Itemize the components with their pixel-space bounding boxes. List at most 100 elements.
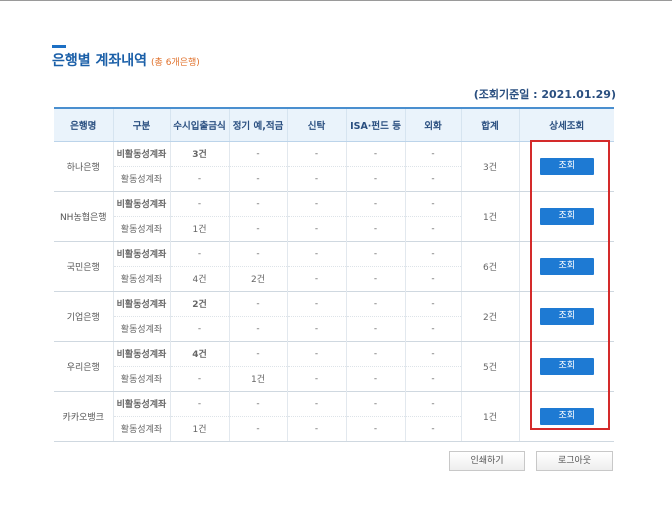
- view-detail-button[interactable]: 조회: [539, 207, 594, 225]
- table-row: 하나은행 비활동성계좌 3건 - - - -3건 조회: [54, 140, 614, 192]
- kind-active-account: 활동성계좌: [112, 315, 170, 341]
- count-trust: -: [286, 365, 346, 391]
- page-title: 은행별 계좌내역: [52, 53, 148, 69]
- count-demand-deposit: 1건: [169, 215, 229, 241]
- logout-button[interactable]: 로그아웃: [536, 451, 613, 471]
- table-row: 활동성계좌 4건 2건 - - -: [54, 265, 614, 291]
- kind-inactive-account: 비활동성계좌: [112, 140, 170, 166]
- view-detail-button[interactable]: 조회: [539, 307, 594, 325]
- detail-cell: 조회: [518, 240, 614, 292]
- header-time-deposit: 정기 예,적금: [228, 107, 287, 142]
- detail-cell: 조회: [518, 390, 614, 442]
- count-trust: -: [286, 165, 346, 191]
- table-row: 국민은행 비활동성계좌 - - - - -6건 조회: [54, 240, 614, 292]
- count-demand-deposit: -: [169, 240, 229, 266]
- bank-count-note: (총 6개은행): [151, 58, 200, 68]
- header-bank: 은행명: [54, 107, 113, 142]
- kind-inactive-account: 비활동성계좌: [112, 190, 170, 216]
- count-time-deposit: -: [228, 315, 287, 341]
- kind-active-account: 활동성계좌: [112, 415, 170, 442]
- count-isa-fund: -: [345, 190, 405, 216]
- count-isa-fund: -: [345, 315, 405, 341]
- count-demand-deposit: 4건: [169, 340, 229, 366]
- bank-total: 5건: [460, 340, 519, 392]
- count-demand-deposit: -: [169, 165, 229, 191]
- count-isa-fund: -: [345, 415, 405, 442]
- bank-name: 국민은행: [54, 240, 113, 292]
- header-demand-deposit: 수시입출금식: [169, 107, 229, 142]
- header-trust: 신탁: [286, 107, 346, 142]
- count-foreign-currency: -: [404, 190, 461, 216]
- bank-total: 3건: [460, 140, 519, 192]
- count-time-deposit: -: [228, 140, 287, 166]
- count-foreign-currency: -: [404, 415, 461, 442]
- kind-inactive-account: 비활동성계좌: [112, 240, 170, 266]
- count-trust: -: [286, 215, 346, 241]
- table-row: 카카오뱅크 비활동성계좌 - - - - -1건 조회: [54, 390, 614, 442]
- count-time-deposit: 1건: [228, 365, 287, 391]
- kind-active-account: 활동성계좌: [112, 265, 170, 291]
- count-foreign-currency: -: [404, 240, 461, 266]
- count-foreign-currency: -: [404, 390, 461, 416]
- count-trust: -: [286, 390, 346, 416]
- bank-total: 1건: [460, 390, 519, 442]
- bank-name: 우리은행: [54, 340, 113, 392]
- count-foreign-currency: -: [404, 340, 461, 366]
- detail-cell: 조회: [518, 140, 614, 192]
- table-row: 활동성계좌 -1건 - - -: [54, 365, 614, 391]
- count-foreign-currency: -: [404, 365, 461, 391]
- bank-total: 2건: [460, 290, 519, 342]
- count-demand-deposit: -: [169, 190, 229, 216]
- count-demand-deposit: -: [169, 365, 229, 391]
- count-isa-fund: -: [345, 240, 405, 266]
- count-isa-fund: -: [345, 215, 405, 241]
- detail-cell: 조회: [518, 340, 614, 392]
- count-time-deposit: -: [228, 190, 287, 216]
- count-foreign-currency: -: [404, 265, 461, 291]
- table-row: 활동성계좌 - - - - -: [54, 165, 614, 191]
- view-detail-button[interactable]: 조회: [539, 257, 594, 275]
- kind-active-account: 활동성계좌: [112, 365, 170, 391]
- table-row: NH농협은행 비활동성계좌 - - - - -1건 조회: [54, 190, 614, 242]
- print-button[interactable]: 인쇄하기: [449, 451, 525, 471]
- kind-active-account: 활동성계좌: [112, 215, 170, 241]
- count-foreign-currency: -: [404, 315, 461, 341]
- count-trust: -: [286, 340, 346, 366]
- count-time-deposit: -: [228, 165, 287, 191]
- table-row: 활동성계좌 1건 - - - -: [54, 215, 614, 241]
- count-trust: -: [286, 265, 346, 291]
- count-trust: -: [286, 315, 346, 341]
- bank-name: 기업은행: [54, 290, 113, 342]
- reference-date: (조회기준일 : 2021.01.29): [473, 88, 616, 101]
- count-isa-fund: -: [345, 390, 405, 416]
- kind-active-account: 활동성계좌: [112, 165, 170, 191]
- count-demand-deposit: -: [169, 315, 229, 341]
- view-detail-button[interactable]: 조회: [539, 407, 594, 425]
- page-header: 은행별 계좌내역 (총 6개은행): [52, 50, 200, 70]
- bank-name: NH농협은행: [54, 190, 113, 242]
- header-foreign-currency: 외화: [404, 107, 461, 142]
- count-foreign-currency: -: [404, 140, 461, 166]
- count-foreign-currency: -: [404, 290, 461, 316]
- count-time-deposit: -: [228, 340, 287, 366]
- count-isa-fund: -: [345, 265, 405, 291]
- kind-inactive-account: 비활동성계좌: [112, 290, 170, 316]
- count-time-deposit: -: [228, 240, 287, 266]
- title-accent-bar: [52, 45, 66, 48]
- header-total: 합계: [460, 107, 519, 142]
- top-divider: [0, 0, 672, 1]
- table-row: 활동성계좌 - - - - -: [54, 315, 614, 341]
- kind-inactive-account: 비활동성계좌: [112, 340, 170, 366]
- count-trust: -: [286, 415, 346, 442]
- view-detail-button[interactable]: 조회: [539, 157, 594, 175]
- count-trust: -: [286, 240, 346, 266]
- header-detail: 상세조회: [518, 107, 614, 142]
- count-time-deposit: 2건: [228, 265, 287, 291]
- count-isa-fund: -: [345, 140, 405, 166]
- table-header-row: 은행명 구분 수시입출금식 정기 예,적금 신탁 ISA·펀드 등 외화 합계 …: [54, 107, 614, 142]
- count-isa-fund: -: [345, 365, 405, 391]
- view-detail-button[interactable]: 조회: [539, 357, 594, 375]
- bank-total: 1건: [460, 190, 519, 242]
- count-trust: -: [286, 290, 346, 316]
- table-row: 기업은행 비활동성계좌 2건 - - - -2건 조회: [54, 290, 614, 342]
